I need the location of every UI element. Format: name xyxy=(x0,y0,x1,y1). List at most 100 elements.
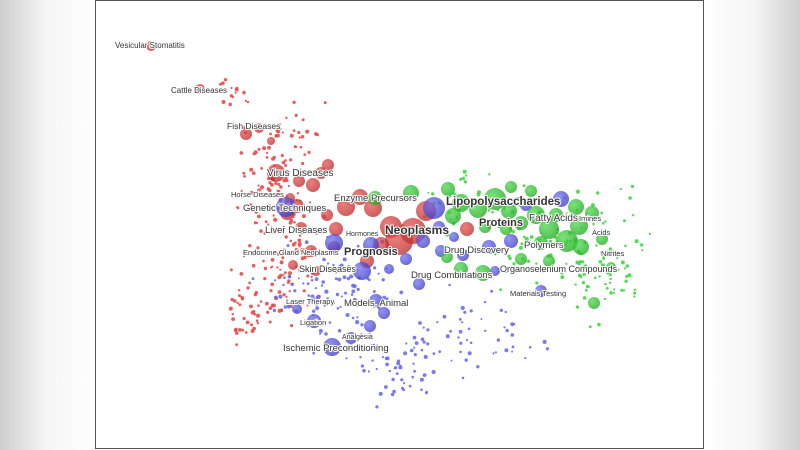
term-node-red[interactable] xyxy=(245,320,250,325)
term-node-blue[interactable] xyxy=(436,321,439,324)
term-node-blue[interactable] xyxy=(307,314,321,328)
term-node-blue[interactable] xyxy=(384,264,394,274)
term-node-blue[interactable] xyxy=(464,358,468,362)
term-node-red[interactable] xyxy=(284,171,288,175)
term-node-green[interactable] xyxy=(608,281,612,284)
term-node-green[interactable] xyxy=(520,242,524,246)
term-node-green[interactable] xyxy=(622,289,626,292)
term-node-red[interactable] xyxy=(238,294,241,298)
term-node-blue[interactable] xyxy=(360,323,364,327)
term-node-red[interactable] xyxy=(289,158,293,162)
term-node-blue[interactable] xyxy=(511,350,514,353)
term-label[interactable]: Neoplasms xyxy=(384,222,450,238)
term-node-blue[interactable] xyxy=(369,294,383,308)
term-node-red[interactable] xyxy=(302,289,306,293)
term-node-blue[interactable] xyxy=(384,385,388,389)
term-node-blue[interactable] xyxy=(356,287,360,291)
term-node-red[interactable] xyxy=(321,209,333,221)
term-label[interactable]: Laser Therapy xyxy=(285,296,335,307)
term-node-blue[interactable] xyxy=(339,305,342,308)
term-node-blue[interactable] xyxy=(306,282,310,285)
term-node-blue[interactable] xyxy=(467,327,471,331)
term-node-red[interactable] xyxy=(249,203,253,207)
term-node-blue[interactable] xyxy=(310,294,315,299)
term-node-blue[interactable] xyxy=(355,304,358,307)
term-node-green[interactable] xyxy=(510,222,513,224)
term-node-green[interactable] xyxy=(625,264,630,268)
term-label[interactable]: Fish Diseases xyxy=(226,120,281,132)
term-node-red[interactable] xyxy=(282,225,285,228)
term-node-blue[interactable] xyxy=(319,250,324,255)
term-node-blue[interactable] xyxy=(457,249,469,261)
term-label[interactable]: Proteins xyxy=(478,216,524,230)
term-node-green[interactable] xyxy=(588,297,600,309)
term-label[interactable]: Skin Diseases xyxy=(298,263,358,275)
term-node-green[interactable] xyxy=(591,203,595,207)
term-node-green[interactable] xyxy=(515,253,527,265)
term-node-red[interactable] xyxy=(267,223,270,226)
term-node-red[interactable] xyxy=(253,221,257,225)
term-node-red[interactable] xyxy=(301,214,306,219)
term-node-red[interactable] xyxy=(288,271,292,276)
term-node-blue[interactable] xyxy=(414,341,419,345)
term-node-blue[interactable] xyxy=(347,265,351,269)
term-node-green[interactable] xyxy=(524,236,529,242)
term-node-red[interactable] xyxy=(238,328,242,332)
term-node-green[interactable] xyxy=(609,291,613,295)
term-node-red[interactable] xyxy=(253,313,257,316)
term-node-blue[interactable] xyxy=(328,267,333,272)
term-node-blue[interactable] xyxy=(351,316,355,320)
term-node-blue[interactable] xyxy=(314,277,319,281)
term-node-blue[interactable] xyxy=(342,257,347,262)
term-node-red[interactable] xyxy=(261,194,264,198)
term-node-blue[interactable] xyxy=(482,240,496,254)
term-node-green[interactable] xyxy=(620,288,624,292)
term-node-red[interactable] xyxy=(306,178,320,192)
term-node-blue[interactable] xyxy=(400,253,412,265)
term-node-blue[interactable] xyxy=(511,345,515,349)
term-node-green[interactable] xyxy=(511,229,515,234)
term-node-red[interactable] xyxy=(300,135,305,139)
term-node-red[interactable] xyxy=(282,178,287,183)
term-node-blue[interactable] xyxy=(504,234,518,248)
term-node-blue[interactable] xyxy=(342,275,347,280)
term-node-red[interactable] xyxy=(309,201,312,204)
term-node-blue[interactable] xyxy=(282,283,285,287)
term-label[interactable]: Hormones xyxy=(345,230,380,239)
term-node-green[interactable] xyxy=(504,270,508,274)
term-node-blue[interactable] xyxy=(349,344,353,348)
term-node-green[interactable] xyxy=(606,262,616,272)
term-node-red[interactable] xyxy=(269,289,273,293)
term-node-green[interactable] xyxy=(549,294,552,298)
term-node-blue[interactable] xyxy=(411,375,415,379)
term-node-blue[interactable] xyxy=(463,310,467,314)
term-node-green[interactable] xyxy=(565,262,568,265)
term-node-blue[interactable] xyxy=(398,365,403,370)
term-node-blue[interactable] xyxy=(318,328,323,334)
term-node-red[interactable] xyxy=(282,293,286,297)
term-label[interactable]: Analgesia xyxy=(341,333,374,342)
term-node-blue[interactable] xyxy=(448,283,451,287)
term-node-green[interactable] xyxy=(596,191,600,195)
term-node-blue[interactable] xyxy=(324,332,328,336)
term-node-red[interactable] xyxy=(264,220,268,224)
term-label[interactable]: Horse Diseases xyxy=(230,189,285,200)
term-node-red[interactable] xyxy=(288,220,293,225)
term-node-blue[interactable] xyxy=(424,356,427,359)
term-node-red[interactable] xyxy=(282,248,286,251)
term-node-blue[interactable] xyxy=(367,332,371,336)
term-node-red[interactable] xyxy=(240,128,252,140)
term-node-red[interactable] xyxy=(265,156,269,159)
term-node-blue[interactable] xyxy=(344,291,347,295)
term-node-blue[interactable] xyxy=(360,364,364,368)
term-node-blue[interactable] xyxy=(422,340,426,344)
term-node-blue[interactable] xyxy=(274,279,277,282)
term-node-blue[interactable] xyxy=(354,248,357,251)
term-node-blue[interactable] xyxy=(442,314,447,319)
term-node-green[interactable] xyxy=(488,173,491,176)
term-node-blue[interactable] xyxy=(377,272,380,275)
term-node-blue[interactable] xyxy=(310,279,314,282)
term-node-blue[interactable] xyxy=(499,308,503,312)
term-node-blue[interactable] xyxy=(385,297,389,301)
term-node-red[interactable] xyxy=(248,281,252,285)
